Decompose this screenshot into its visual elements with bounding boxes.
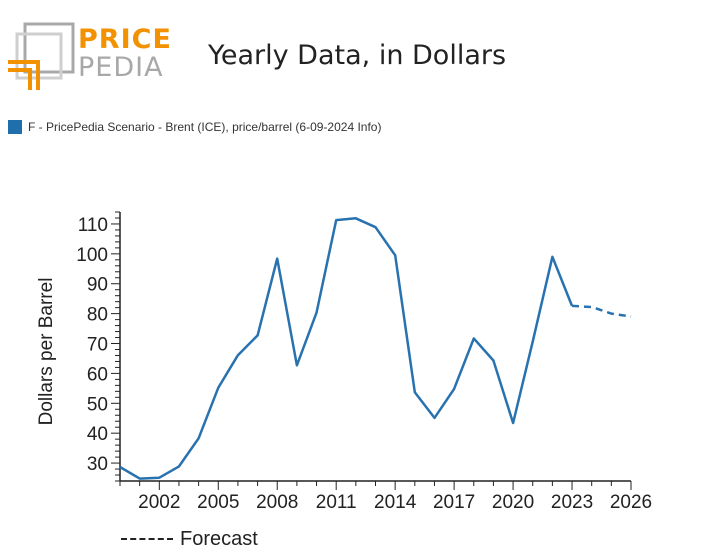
forecast-legend-label: Forecast bbox=[180, 528, 258, 550]
logo-mark-icon bbox=[8, 22, 75, 90]
y-tick-label: 40 bbox=[87, 424, 108, 445]
x-tick-label: 2011 bbox=[316, 492, 357, 513]
logo-word-pedia: PEDIA bbox=[78, 52, 164, 83]
y-tick-label: 50 bbox=[87, 394, 108, 415]
y-axis-label: Dollars per Barrel bbox=[36, 278, 57, 426]
x-tick-label: 2023 bbox=[551, 492, 593, 513]
chart-title: Yearly Data, in Dollars bbox=[0, 40, 712, 71]
y-tick-label: 80 bbox=[87, 305, 108, 326]
y-tick-label: 100 bbox=[76, 245, 108, 266]
y-tick-label: 70 bbox=[87, 335, 108, 356]
legend[interactable]: F - PricePedia Scenario - Brent (ICE), p… bbox=[8, 119, 381, 135]
forecast-series-line bbox=[571, 304, 632, 318]
x-tick-label: 2026 bbox=[610, 492, 652, 513]
x-tick-label: 2020 bbox=[492, 492, 534, 513]
logo-word-price: PRICE bbox=[78, 24, 172, 55]
x-tick-label: 2002 bbox=[138, 492, 180, 513]
legend-label: F - PricePedia Scenario - Brent (ICE), p… bbox=[28, 120, 382, 134]
series-layer bbox=[119, 217, 632, 480]
forecast-line-sample bbox=[121, 538, 173, 540]
x-tick-label: 2014 bbox=[374, 492, 417, 513]
y-tick-label: 90 bbox=[87, 275, 108, 296]
y-tick-label: 60 bbox=[87, 364, 108, 385]
y-tick-label: 110 bbox=[78, 215, 108, 236]
y-tick-label: 30 bbox=[87, 454, 108, 475]
x-tick-label: 2005 bbox=[197, 492, 239, 513]
pricepedia-logo: PRICE PEDIA bbox=[8, 22, 171, 94]
x-tick-label: 2008 bbox=[256, 492, 298, 513]
x-tick-label: 2017 bbox=[433, 492, 475, 513]
axes: 30 40 50 60 70 80 90 100 110 2002 2005 2008 2011 2014… bbox=[76, 211, 652, 513]
actual-series-line bbox=[119, 217, 574, 480]
chart-title-text: Yearly Data, in Dollars bbox=[207, 40, 507, 71]
legend-swatch bbox=[8, 120, 22, 134]
